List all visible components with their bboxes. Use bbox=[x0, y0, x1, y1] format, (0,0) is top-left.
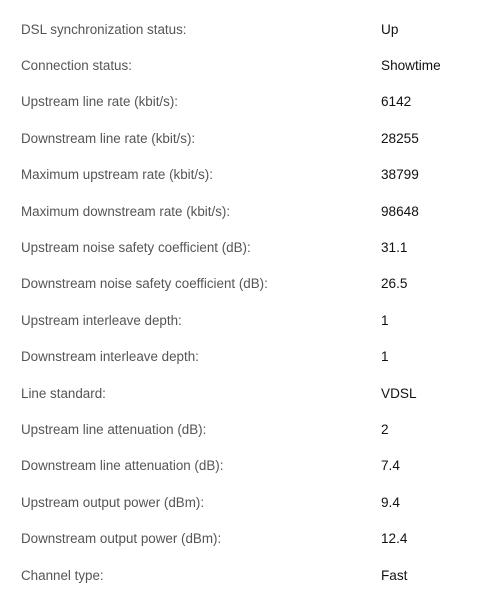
channel-type-label: Channel type: bbox=[21, 567, 104, 583]
upstream-noise-safety-label: Upstream noise safety coefficient (dB): bbox=[21, 240, 251, 256]
row-downstream-line-attenuation: Downstream line attenuation (dB): 7.4 bbox=[0, 448, 480, 484]
row-upstream-noise-safety: Upstream noise safety coefficient (dB): … bbox=[0, 229, 480, 265]
downstream-noise-safety-label: Downstream noise safety coefficient (dB)… bbox=[21, 276, 268, 292]
downstream-line-rate-label: Downstream line rate (kbit/s): bbox=[21, 130, 196, 146]
downstream-interleave-depth-label: Downstream interleave depth: bbox=[21, 349, 199, 365]
connection-status-label: Connection status: bbox=[21, 58, 132, 74]
row-downstream-interleave-depth: Downstream interleave depth: 1 bbox=[0, 339, 480, 375]
row-max-upstream-rate: Maximum upstream rate (kbit/s): 38799 bbox=[0, 157, 480, 193]
row-max-downstream-rate: Maximum downstream rate (kbit/s): 98648 bbox=[0, 193, 480, 229]
downstream-interleave-depth-value: 1 bbox=[381, 349, 389, 365]
max-downstream-rate-label: Maximum downstream rate (kbit/s): bbox=[21, 203, 231, 219]
row-dsl-sync-status: DSL synchronization status: Up bbox=[0, 11, 480, 47]
upstream-line-rate-value: 6142 bbox=[381, 94, 412, 110]
dsl-sync-status-label: DSL synchronization status: bbox=[21, 21, 187, 37]
row-upstream-output-power: Upstream output power (dBm): 9.4 bbox=[0, 484, 480, 520]
downstream-line-rate-value: 28255 bbox=[381, 130, 419, 146]
downstream-line-attenuation-value: 7.4 bbox=[381, 458, 400, 474]
row-downstream-line-rate: Downstream line rate (kbit/s): 28255 bbox=[0, 120, 480, 156]
max-upstream-rate-value: 38799 bbox=[381, 167, 419, 183]
channel-type-value: Fast bbox=[381, 567, 408, 583]
dsl-sync-status-value: Up bbox=[381, 21, 399, 37]
row-upstream-line-attenuation: Upstream line attenuation (dB): 2 bbox=[0, 411, 480, 447]
upstream-noise-safety-value: 31.1 bbox=[381, 240, 408, 256]
max-downstream-rate-value: 98648 bbox=[381, 203, 419, 219]
downstream-output-power-label: Downstream output power (dBm): bbox=[21, 531, 222, 547]
upstream-line-rate-label: Upstream line rate (kbit/s): bbox=[21, 94, 179, 110]
downstream-output-power-value: 12.4 bbox=[381, 531, 408, 547]
row-line-standard: Line standard: VDSL bbox=[0, 375, 480, 411]
downstream-noise-safety-value: 26.5 bbox=[381, 276, 408, 292]
row-upstream-line-rate: Upstream line rate (kbit/s): 6142 bbox=[0, 84, 480, 120]
line-standard-value: VDSL bbox=[381, 385, 417, 401]
row-downstream-output-power: Downstream output power (dBm): 12.4 bbox=[0, 520, 480, 556]
connection-status-value: Showtime bbox=[381, 58, 441, 74]
upstream-output-power-label: Upstream output power (dBm): bbox=[21, 494, 205, 510]
upstream-interleave-depth-value: 1 bbox=[381, 312, 389, 328]
upstream-line-attenuation-label: Upstream line attenuation (dB): bbox=[21, 421, 207, 437]
upstream-output-power-value: 9.4 bbox=[381, 494, 400, 510]
row-downstream-noise-safety: Downstream noise safety coefficient (dB)… bbox=[0, 266, 480, 302]
line-standard-label: Line standard: bbox=[21, 385, 106, 401]
downstream-line-attenuation-label: Downstream line attenuation (dB): bbox=[21, 458, 224, 474]
max-upstream-rate-label: Maximum upstream rate (kbit/s): bbox=[21, 167, 213, 183]
upstream-interleave-depth-label: Upstream interleave depth: bbox=[21, 312, 182, 328]
upstream-line-attenuation-value: 2 bbox=[381, 421, 389, 437]
row-connection-status: Connection status: Showtime bbox=[0, 47, 480, 83]
row-upstream-interleave-depth: Upstream interleave depth: 1 bbox=[0, 302, 480, 338]
row-channel-type: Channel type: Fast bbox=[0, 557, 480, 593]
